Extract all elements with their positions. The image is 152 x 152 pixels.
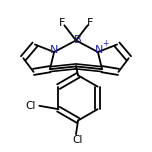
- Text: +: +: [102, 39, 109, 48]
- Text: Cl: Cl: [72, 135, 83, 145]
- Text: B: B: [74, 35, 81, 45]
- Text: F: F: [58, 18, 65, 28]
- Text: ⁻: ⁻: [68, 29, 72, 38]
- Text: Cl: Cl: [25, 101, 36, 111]
- Text: N: N: [94, 45, 103, 55]
- Text: N: N: [50, 45, 58, 55]
- Text: F: F: [87, 18, 94, 28]
